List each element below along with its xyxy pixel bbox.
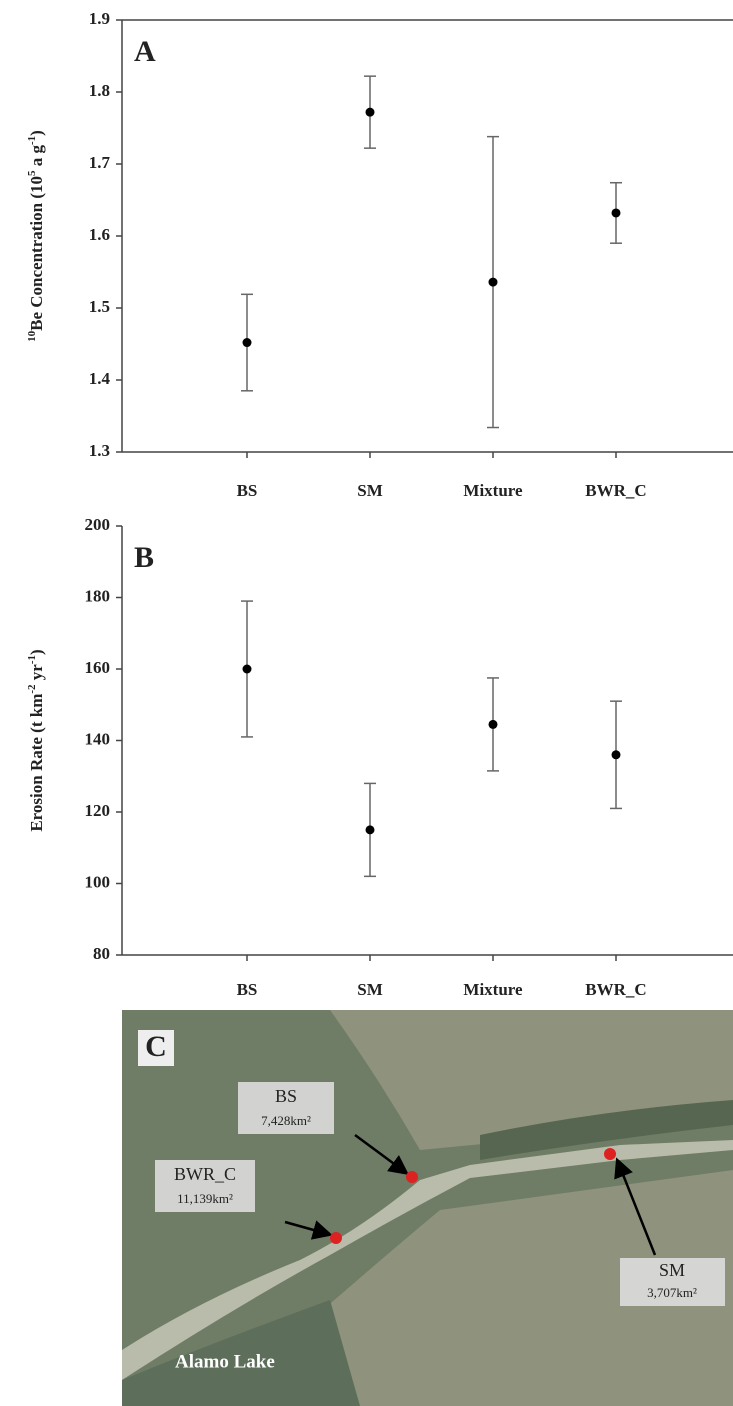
y-axis-label-part: Be Concentration (10 (27, 176, 46, 331)
y-tick-label: 1.4 (89, 369, 111, 388)
map-panel: C BS 7,428km² BWR_C 11,139km² SM 3,707km… (122, 1010, 733, 1406)
y-tick-label: 80 (93, 944, 110, 963)
y-tick-label: 160 (85, 658, 111, 677)
y-axis-label-part: 10 (26, 330, 38, 342)
label-box (620, 1258, 725, 1306)
site-name: SM (659, 1260, 685, 1280)
x-tick-label: BS (237, 481, 258, 500)
label-box (155, 1160, 255, 1212)
point (611, 208, 621, 218)
y-tick-label: 1.7 (89, 153, 111, 172)
y-axis-label-part: ) (27, 130, 46, 136)
y-axis-label-part: -2 (26, 684, 38, 694)
x-tick-label: BS (237, 980, 258, 999)
y-axis-label: 10Be Concentration (105 a g-1) (26, 130, 46, 342)
point (365, 825, 375, 835)
riverbed (122, 1140, 733, 1380)
y-tick-label: 100 (85, 872, 111, 891)
x-tick-label: BWR_C (585, 980, 646, 999)
x-tick-label: BWR_C (585, 481, 646, 500)
y-axis-label-part: 5 (26, 170, 38, 176)
panel-label: C (145, 1030, 167, 1063)
y-axis-label-part: yr (27, 664, 46, 685)
site-name: BWR_C (174, 1164, 236, 1184)
x-tick-label: SM (357, 980, 383, 999)
arrow (284, 1220, 333, 1240)
x-tick-label: Mixture (463, 481, 523, 500)
y-tick-label: 1.9 (89, 9, 110, 28)
y-tick-label: 1.8 (89, 81, 110, 100)
y-tick-label: 120 (85, 801, 111, 820)
site-dot (406, 1171, 418, 1183)
y-tick-label: 1.6 (89, 225, 110, 244)
site-name: BS (275, 1086, 297, 1106)
site-dot (330, 1232, 342, 1244)
y-axis-label-part: -1 (26, 136, 38, 145)
y-tick-label: 1.3 (89, 441, 110, 460)
lake-label: Alamo Lake (175, 1351, 275, 1372)
x-tick-label: Mixture (463, 980, 523, 999)
site-dot (604, 1148, 616, 1160)
y-tick-label: 1.5 (89, 297, 110, 316)
arrow (354, 1133, 410, 1175)
point (611, 750, 621, 760)
vegetation (480, 1100, 733, 1160)
site-area: 7,428km² (261, 1113, 311, 1128)
y-axis-label-part: -1 (26, 655, 38, 664)
point (242, 664, 252, 674)
x-tick-label: SM (357, 481, 383, 500)
point (365, 107, 375, 117)
point (488, 277, 498, 287)
y-axis-label-part: a g (27, 144, 46, 170)
label-box (238, 1082, 334, 1134)
y-axis-label: Erosion Rate (t km-2 yr-1) (26, 649, 46, 831)
panel-label: A (134, 35, 156, 68)
point (488, 719, 498, 729)
y-tick-label: 140 (85, 729, 111, 748)
panel-label: B (134, 541, 154, 574)
site-area: 11,139km² (177, 1191, 233, 1206)
y-tick-label: 180 (85, 586, 111, 605)
y-axis-label-part: ) (27, 649, 46, 655)
y-tick-label: 200 (85, 515, 111, 534)
lake-area (122, 1300, 360, 1406)
y-axis-label-part: Erosion Rate (t km (27, 694, 46, 832)
site-area: 3,707km² (647, 1285, 697, 1300)
arrow (614, 1157, 657, 1256)
point (242, 338, 252, 348)
panel-label-box (138, 1030, 174, 1066)
